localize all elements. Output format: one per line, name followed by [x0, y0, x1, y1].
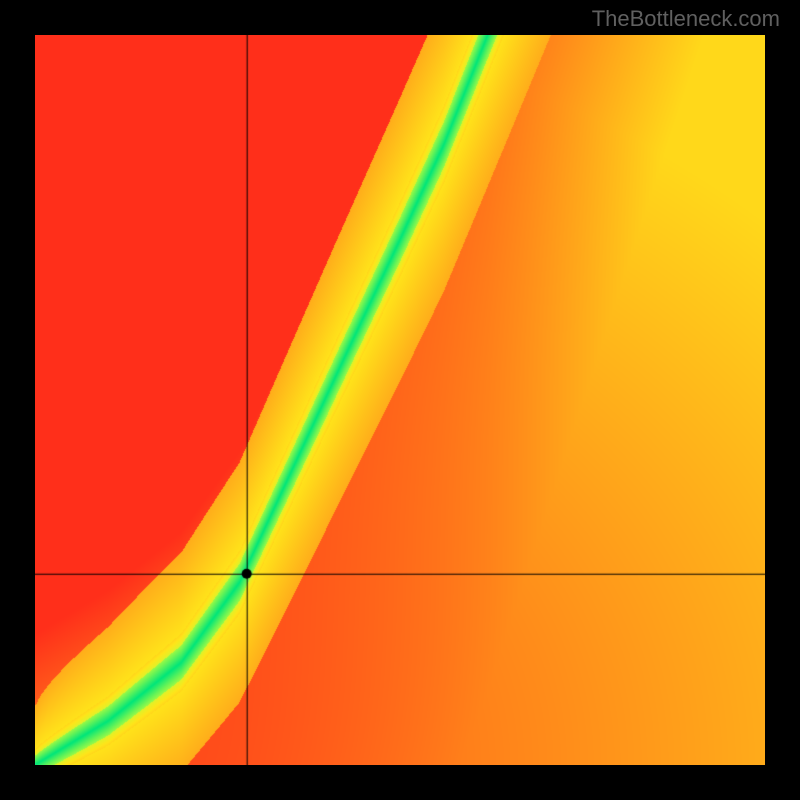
watermark-text: TheBottleneck.com	[592, 6, 780, 32]
bottleneck-heatmap	[35, 35, 765, 765]
